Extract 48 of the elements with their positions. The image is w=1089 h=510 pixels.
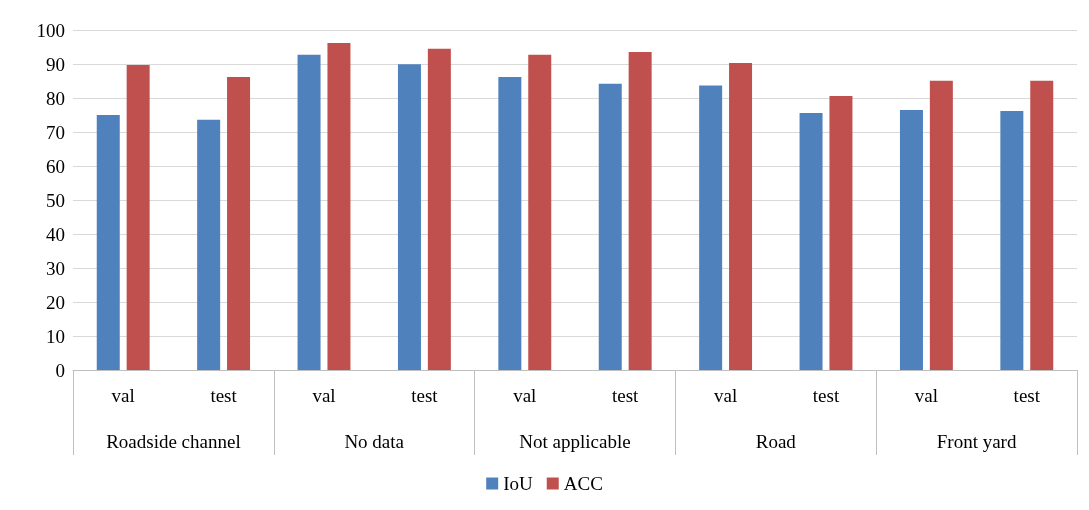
bar [1030, 80, 1054, 370]
bar [699, 85, 723, 370]
bar [126, 65, 150, 370]
x-tick-label: val [513, 385, 537, 406]
bar [96, 115, 120, 370]
text: Roadside channel [106, 431, 241, 452]
y-tick-label: 30 [46, 257, 65, 279]
x-tick-label: test [210, 385, 238, 406]
x-tick-label: val [111, 385, 135, 406]
y-tick-label: 70 [46, 121, 65, 143]
text: Road [755, 431, 797, 452]
bar [1000, 110, 1024, 370]
y-tick-label: 80 [46, 87, 65, 109]
bar [297, 54, 321, 370]
y-tick-label: 100 [36, 19, 65, 41]
x-tick-label: test [812, 385, 840, 406]
x-tick-label: test [411, 385, 439, 406]
bar [829, 95, 853, 370]
text: Front yard [936, 431, 1017, 452]
x-tick-label: val [312, 385, 336, 406]
bar [427, 48, 451, 370]
bar [899, 109, 923, 370]
y-tick-label: 90 [46, 53, 65, 75]
legend-label: ACC [563, 473, 603, 494]
y-tick-label: 10 [46, 325, 65, 347]
y-tick-label: 40 [46, 223, 65, 245]
bar [327, 42, 351, 370]
bar [397, 64, 421, 370]
bar [729, 62, 753, 370]
bar [227, 76, 251, 370]
bar [628, 52, 652, 370]
y-tick-label: 20 [46, 291, 65, 313]
text: Not applicable [519, 431, 631, 452]
bar [197, 119, 221, 370]
y-tick-label: 60 [46, 155, 65, 177]
y-tick-label: 0 [55, 359, 65, 381]
bar [799, 112, 823, 370]
bar [498, 76, 522, 370]
bar [528, 54, 552, 370]
bar [598, 83, 622, 370]
x-tick-label: val [914, 385, 939, 406]
x-tick-label: val [713, 385, 738, 406]
text: No data [344, 431, 405, 452]
bar [929, 80, 953, 370]
y-tick-label: 50 [46, 189, 65, 211]
x-tick-label: test [612, 385, 640, 406]
legend-label: IoU [503, 473, 534, 494]
x-tick-label: test [1013, 385, 1041, 406]
